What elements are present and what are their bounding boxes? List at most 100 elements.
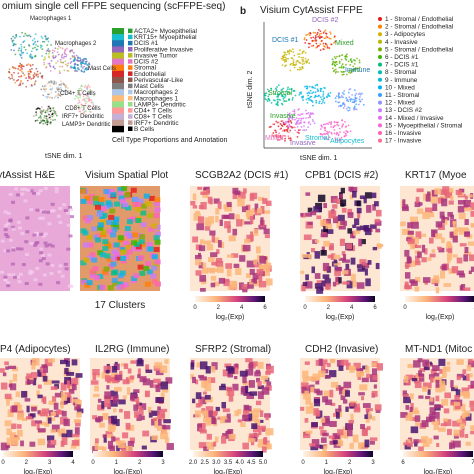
expression-spot	[322, 432, 329, 437]
expression-spot	[114, 386, 122, 392]
spot-dot	[279, 123, 282, 125]
expression-spot	[369, 437, 378, 441]
expression-spot	[425, 382, 432, 388]
expression-spot	[219, 385, 226, 391]
spot-dot	[278, 138, 281, 141]
expression-spot	[14, 434, 19, 439]
expression-spot	[131, 396, 140, 402]
expression-spot	[47, 443, 55, 448]
spot-dot	[315, 99, 318, 102]
spot-dot	[314, 84, 317, 87]
spot-dot	[279, 92, 282, 95]
expression-spot	[260, 375, 269, 381]
spot-dot	[294, 129, 297, 132]
spot-dot	[301, 51, 304, 53]
cell-dot	[18, 47, 21, 50]
spot-dot	[277, 125, 280, 128]
expression-spot	[245, 369, 254, 376]
expression-spot	[303, 385, 310, 394]
expression-spot	[464, 231, 470, 237]
cluster-label: Mixed	[265, 135, 284, 142]
spot-dot	[298, 68, 301, 71]
spot-dot	[337, 134, 340, 137]
cluster-spot	[145, 261, 152, 267]
cluster-spot	[137, 264, 144, 270]
spot-dot	[285, 128, 288, 131]
spot-dot	[334, 137, 337, 140]
expression-spot	[240, 219, 245, 225]
expression-spot	[104, 375, 113, 382]
spot-dot	[309, 99, 312, 101]
colorbar-tick: 5.0	[259, 460, 268, 466]
he-texture	[69, 215, 74, 219]
cell-dot	[64, 50, 66, 53]
expression-spot	[53, 402, 59, 410]
expression-spot	[199, 376, 207, 381]
expression-spot	[232, 191, 238, 200]
cell-dot	[74, 63, 77, 66]
expression-spot	[449, 231, 454, 238]
spot-dot	[273, 123, 276, 126]
expression-spot	[371, 390, 378, 397]
expression-spot	[215, 260, 224, 267]
expression-spot	[4, 393, 12, 399]
spot-dot	[329, 32, 332, 35]
expression-spot	[254, 263, 262, 268]
legend-swatch	[128, 59, 133, 64]
expression-spot	[415, 196, 420, 203]
spot-dot	[283, 51, 286, 54]
cell-dot	[48, 81, 50, 83]
spot-dot	[354, 59, 356, 62]
cell-dot	[42, 122, 45, 125]
expression-spot	[301, 382, 309, 389]
cluster-spot	[154, 239, 161, 245]
cell-dot	[18, 84, 20, 87]
he-texture	[26, 188, 31, 192]
expression-spot	[199, 361, 208, 370]
expression-spot	[136, 405, 142, 410]
expression-spot	[305, 274, 309, 281]
expression-spot	[433, 275, 439, 282]
expression-spot	[450, 401, 456, 406]
legend-label: 1 - Stromal / Endothelial	[385, 16, 453, 23]
cluster-spot	[119, 198, 126, 204]
spot-dot	[275, 131, 278, 134]
cell-dot	[35, 74, 38, 77]
cell-dot	[48, 62, 51, 65]
cell-dot	[46, 82, 49, 85]
he-texture	[18, 226, 23, 230]
colorbar-tick: 6	[263, 305, 267, 311]
cell-dot	[71, 66, 74, 69]
expression-spot	[237, 419, 243, 423]
expression-spot	[305, 192, 311, 196]
expression-spot	[402, 206, 409, 212]
spot-dot	[317, 28, 320, 31]
legend-swatch	[378, 100, 382, 105]
expression-spot	[262, 198, 268, 204]
expression-spot	[347, 212, 354, 219]
expression-spot	[51, 417, 56, 421]
spot-dot	[357, 70, 360, 73]
cell-dot	[47, 120, 50, 123]
expression-spot	[230, 367, 239, 375]
expression-spot	[192, 205, 198, 209]
cell-dot	[10, 73, 13, 76]
spot-dot	[284, 65, 286, 68]
expression-spot	[415, 260, 421, 266]
expression-spot	[338, 277, 342, 284]
expression-spot	[198, 245, 206, 252]
cell-dot	[59, 46, 62, 49]
spot-dot	[322, 123, 325, 126]
expression-spot	[433, 372, 440, 377]
expression-spot	[31, 362, 36, 370]
spot-dot	[318, 37, 321, 40]
expression-spot	[314, 273, 321, 279]
cell-dot	[27, 70, 30, 73]
spot-dot	[361, 98, 364, 101]
expression-spot	[320, 219, 327, 226]
spot-dot	[322, 31, 325, 34]
expression-spot	[233, 263, 240, 268]
cell-dot	[39, 72, 42, 75]
expression-spot	[441, 399, 449, 406]
expression-spot	[195, 259, 202, 266]
